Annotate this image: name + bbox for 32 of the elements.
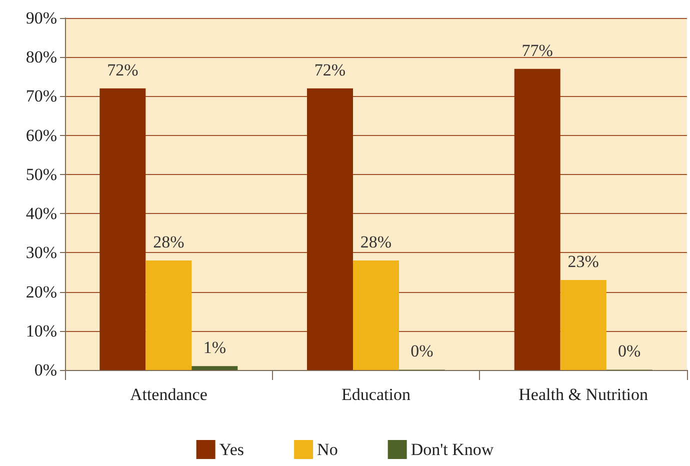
data-label: 0% xyxy=(618,342,641,361)
y-tick-label: 70% xyxy=(26,86,57,106)
y-tick-label: 30% xyxy=(26,243,57,262)
y-tick-label: 50% xyxy=(26,164,57,184)
x-tick-label: Health & Nutrition xyxy=(518,385,649,404)
bar xyxy=(514,68,560,370)
data-label: 0% xyxy=(410,342,434,361)
y-tick-label: 40% xyxy=(26,204,57,224)
data-label: 77% xyxy=(522,40,553,60)
bar xyxy=(353,260,399,370)
data-label: 72% xyxy=(314,60,346,80)
legend-label: Yes xyxy=(219,440,244,459)
x-tick-label: Attendance xyxy=(130,385,208,404)
y-tick-label: 10% xyxy=(26,321,57,340)
bar xyxy=(307,88,353,370)
bar xyxy=(560,280,606,370)
y-tick-label: 60% xyxy=(26,126,57,145)
x-tick-label: Education xyxy=(342,385,411,404)
y-tick-label: 80% xyxy=(26,48,57,67)
legend-label: Don't Know xyxy=(410,440,494,459)
data-label: 28% xyxy=(153,232,184,252)
data-label: 1% xyxy=(203,338,226,358)
legend-label: No xyxy=(317,440,338,459)
bar xyxy=(100,88,146,370)
y-tick-label: 0% xyxy=(34,360,57,380)
data-label: 23% xyxy=(568,252,599,272)
data-label: 72% xyxy=(107,60,138,80)
bar xyxy=(192,366,238,370)
y-tick-label: 20% xyxy=(26,282,57,302)
y-tick-label: 90% xyxy=(26,8,57,28)
bar xyxy=(146,260,192,370)
data-label: 28% xyxy=(360,232,392,252)
